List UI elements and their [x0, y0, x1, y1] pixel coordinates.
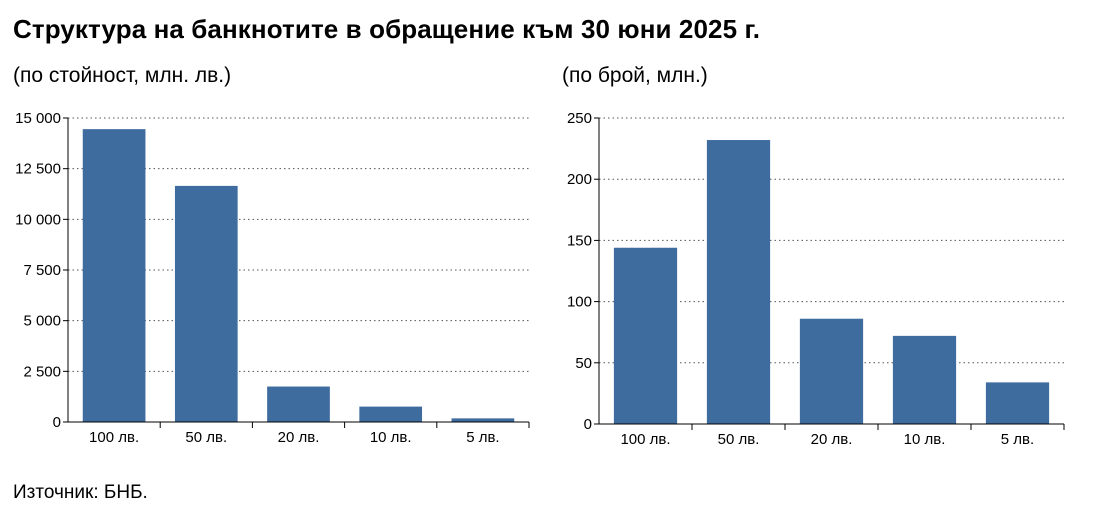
y-tick-label: 50 — [575, 355, 592, 372]
bar — [799, 318, 864, 424]
bar — [613, 247, 678, 424]
y-tick-label: 7 500 — [23, 262, 61, 279]
x-tick-label: 10 лв. — [370, 429, 412, 446]
bar — [82, 129, 146, 422]
x-tick-label: 20 лв. — [811, 431, 853, 448]
y-tick-label: 12 500 — [15, 161, 61, 178]
bar — [985, 382, 1050, 424]
y-tick-label: 100 — [567, 294, 592, 311]
y-tick-label: 2 500 — [23, 363, 61, 380]
bar — [359, 406, 423, 422]
x-tick-label: 5 лв. — [1001, 431, 1034, 448]
x-tick-label: 10 лв. — [904, 431, 946, 448]
bar — [267, 386, 330, 422]
bar — [706, 140, 771, 425]
y-tick-label: 15 000 — [15, 110, 61, 127]
x-tick-label: 20 лв. — [278, 429, 320, 446]
y-tick-label: 10 000 — [15, 211, 61, 228]
x-tick-label: 5 лв. — [466, 429, 499, 446]
x-tick-label: 50 лв. — [185, 429, 227, 446]
x-tick-label: 100 лв. — [620, 431, 670, 448]
source-note: Източник: БНБ. — [13, 482, 148, 503]
value-bar-chart: 0 2 500 5 000 7 500 10 000 12 500 15 000 100 лв… — [15, 110, 530, 446]
y-tick-label: 150 — [567, 232, 592, 249]
y-tick-label: 200 — [567, 171, 592, 188]
bar — [174, 185, 238, 422]
x-tick-label: 50 лв. — [718, 431, 760, 448]
y-tick-label: 0 — [584, 416, 592, 433]
x-tick-label: 100 лв. — [89, 429, 139, 446]
y-tick-label: 250 — [567, 110, 592, 127]
chart-value-subtitle: (по стойност, млн. лв.) — [13, 64, 232, 87]
count-bar-chart: 0 50 100 150 200 250 100 лв. 50 лв. 20 лв. 10 лв.… — [567, 110, 1065, 448]
y-tick-label: 0 — [53, 414, 61, 431]
page-title: Структура на банкнотите в обращение към … — [13, 14, 761, 44]
bar — [892, 335, 957, 424]
chart-count-subtitle: (по брой, млн.) — [562, 64, 708, 87]
y-tick-label: 5 000 — [23, 313, 61, 330]
bar — [451, 418, 515, 422]
